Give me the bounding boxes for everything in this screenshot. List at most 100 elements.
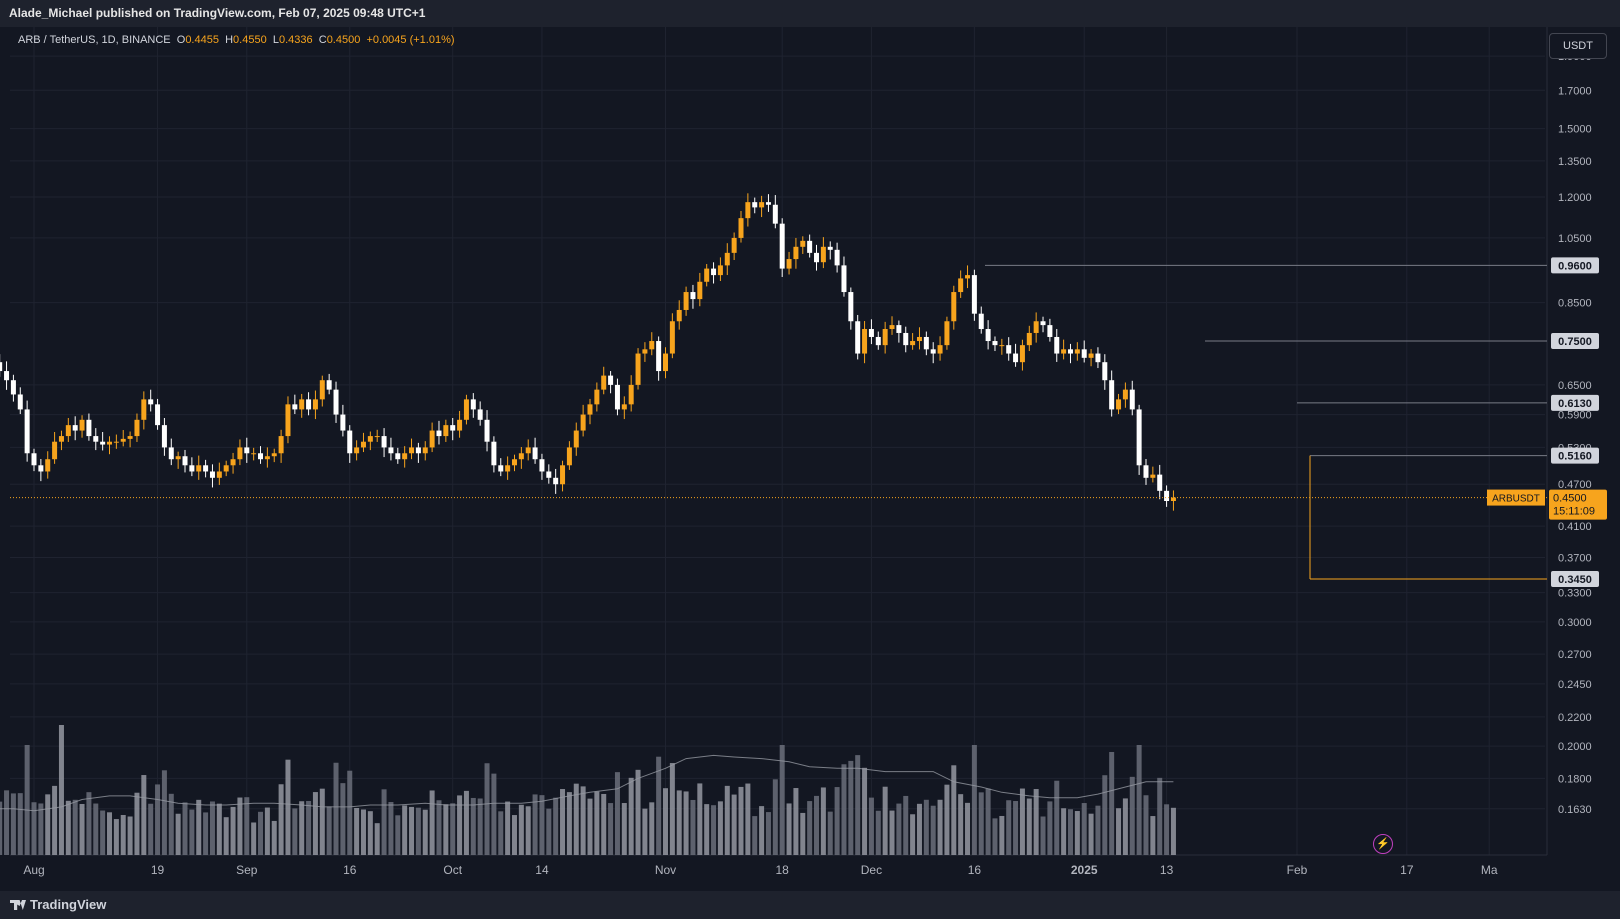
candle-body (992, 341, 998, 346)
volume-bar (1122, 798, 1128, 855)
lightning-icon[interactable]: ⚡ (1373, 834, 1393, 854)
candle-body (1143, 465, 1149, 478)
candle-body (1040, 321, 1046, 326)
volume-bar (285, 759, 291, 855)
x-tick-label: 2025 (1071, 863, 1098, 877)
volume-bar (113, 819, 119, 855)
candle-body (1088, 353, 1094, 358)
candle-body (841, 265, 847, 293)
price-tag (1549, 489, 1607, 520)
volume-bar (608, 803, 614, 855)
volume-bar (422, 809, 428, 855)
volume-bar (642, 808, 648, 855)
volume-bar (10, 793, 16, 855)
volume-bar (223, 817, 229, 855)
candle-body (923, 336, 929, 350)
y-tick-label: 1.5000 (1558, 124, 1592, 136)
candle-body (264, 456, 270, 460)
candle-body (52, 441, 58, 460)
volume-bar (155, 784, 161, 855)
candle-body (916, 336, 922, 342)
symbol-legend: ARB / TetherUS, 1D, BINANCE O0.4455 H0.4… (18, 34, 455, 46)
candle-body (457, 419, 463, 431)
candle-body (765, 202, 771, 205)
candle-body (10, 380, 16, 395)
candle-body (443, 425, 449, 437)
currency-unit-button[interactable]: USDT (1549, 33, 1607, 59)
volume-bar (354, 807, 360, 855)
volume-bar (1047, 801, 1053, 855)
candle-body (374, 436, 380, 438)
volume-bar (443, 804, 449, 855)
x-tick-label: 18 (776, 863, 790, 877)
symbol-tag (1487, 489, 1545, 506)
candle-body (299, 399, 305, 410)
volume-bar (525, 806, 531, 855)
low-value: 0.4336 (278, 34, 313, 46)
volume-bar (1026, 798, 1032, 855)
volume-bar (196, 799, 202, 855)
volume-bar (141, 775, 147, 855)
candle-body (292, 404, 298, 410)
candle-body (326, 380, 332, 390)
candle-body (862, 329, 868, 354)
candle-body (45, 459, 51, 472)
volume-bar (978, 792, 984, 855)
volume-bar (463, 790, 469, 855)
volume-bar (621, 803, 627, 855)
candle-body (910, 341, 916, 346)
volume-bar (759, 806, 765, 855)
candle-body (587, 404, 593, 415)
candle-body (402, 453, 408, 460)
volume-bar (635, 769, 641, 855)
volume-bar (910, 814, 916, 855)
candlestick-chart[interactable]: 1.90001.70001.50001.35001.20001.05000.85… (0, 27, 1620, 891)
level-tag (1551, 394, 1599, 411)
volume-bar (971, 745, 977, 855)
candle-body (793, 246, 799, 260)
candle-body (340, 414, 346, 431)
candle-body (690, 292, 696, 300)
volume-bar (1116, 808, 1122, 855)
volume-bar (896, 803, 902, 855)
volume-bar (752, 816, 758, 855)
candle-body (484, 419, 490, 442)
volume-bar (31, 802, 37, 855)
candle-body (642, 349, 648, 354)
candle-body (72, 425, 78, 431)
volume-bar (457, 795, 463, 855)
volume-bar (738, 786, 744, 855)
x-tick-label: 19 (151, 863, 165, 877)
candle-body (1164, 490, 1170, 501)
candle-body (209, 471, 215, 478)
candle-body (251, 453, 257, 455)
high-label: H (225, 34, 234, 46)
chart-frame[interactable] (0, 27, 1620, 891)
tradingview-logo[interactable]: TradingView (10, 897, 106, 912)
y-tick-label: 0.1800 (1558, 773, 1592, 785)
candle-body (498, 465, 504, 472)
candle-body (594, 389, 600, 405)
volume-bar (402, 805, 408, 855)
volume-bar (333, 762, 339, 855)
candle-body (1122, 389, 1128, 400)
volume-bar (889, 810, 895, 855)
candle-body (409, 447, 415, 454)
candle-body (745, 202, 751, 219)
x-tick-label: Dec (861, 863, 882, 877)
volume-bar (216, 803, 222, 855)
volume-bar (745, 783, 751, 855)
candle-body (868, 329, 874, 337)
volume-bar (388, 802, 394, 855)
volume-bar (107, 812, 113, 855)
footer: TradingView (0, 891, 1620, 919)
volume-bar (951, 765, 957, 855)
volume-bar (498, 811, 504, 855)
volume-bar (319, 788, 325, 855)
candle-body (161, 425, 167, 448)
candle-body (93, 436, 99, 442)
candle-body (711, 268, 717, 276)
volume-bar (532, 794, 538, 855)
x-tick-label: Ma (1481, 863, 1498, 877)
level-tag (1551, 257, 1599, 274)
